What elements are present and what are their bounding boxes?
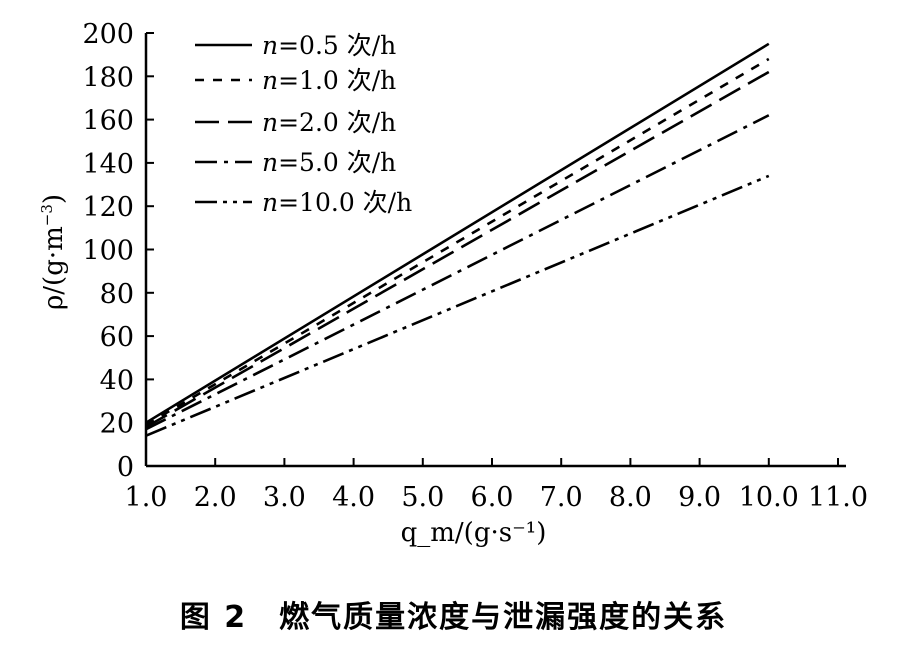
y-tick-label: 200 [82,19,134,50]
y-tick-label: 180 [82,62,134,93]
x-tick-label: 2.0 [194,482,237,513]
y-tick-label: 60 [100,322,134,353]
y-tick-label: 20 [100,409,134,440]
series-line [145,174,770,437]
y-tick-label: 40 [100,365,134,396]
y-tick-label: 120 [82,192,134,223]
x-tick-label: 6.0 [471,482,514,513]
legend-label: n=1.0 次/h [262,66,396,95]
x-tick-label: 9.0 [678,482,721,513]
y-tick-label: 160 [82,106,134,137]
x-tick-label: 4.0 [332,482,375,513]
x-tick-label: 5.0 [401,482,444,513]
series-line [145,70,770,429]
x-tick-label: 11.0 [808,482,868,513]
legend-label: n=10.0 次/h [262,188,412,217]
x-tick-label: 3.0 [263,482,306,513]
series-line [145,42,770,424]
x-tick-label: 1.0 [125,482,168,513]
figure-caption: 图 2 燃气质量浓度与泄漏强度的关系 [179,600,728,635]
y-axis-label: ρ/(g·m−3) [38,194,69,310]
legend-label: n=0.5 次/h [262,31,396,60]
y-tick-label: 0 [117,452,134,483]
x-tick-label: 7.0 [540,482,583,513]
series-line [145,114,770,431]
x-axis-label: q_m/(g·s⁻¹) [400,518,547,548]
x-tick-label: 10.0 [739,482,799,513]
x-tick-label: 8.0 [609,482,652,513]
legend-label: n=2.0 次/h [262,108,396,137]
series-line [145,57,770,426]
y-tick-label: 140 [82,149,134,180]
y-tick-label: 100 [82,236,134,267]
y-tick-label: 80 [100,279,134,310]
legend-label: n=5.0 次/h [262,148,396,177]
